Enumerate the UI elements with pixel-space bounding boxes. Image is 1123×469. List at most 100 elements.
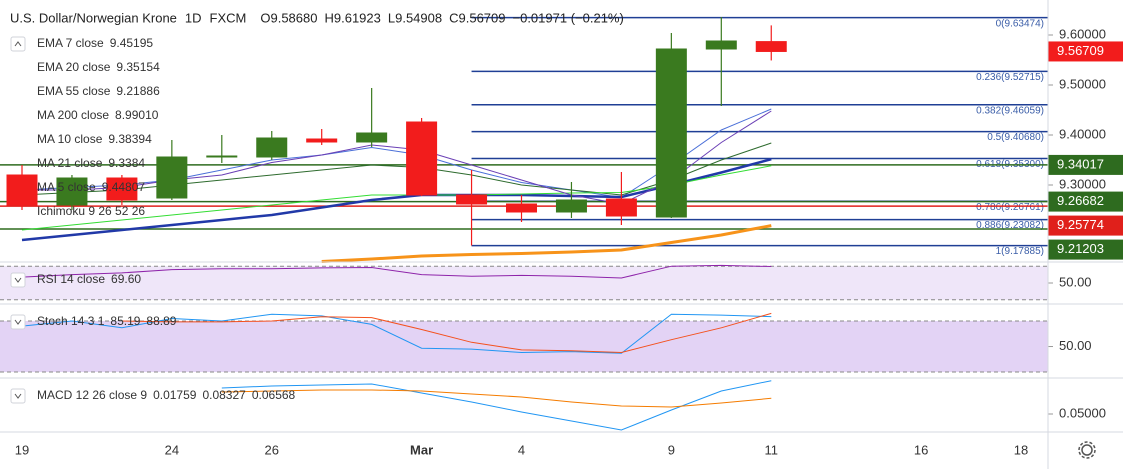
legend-value: 9.44807 [102, 180, 146, 194]
indicator-line [221, 389, 772, 408]
fib-label: 0.786(9.26761) [976, 202, 1044, 213]
collapse-button[interactable] [10, 272, 26, 288]
y-tick-label: 9.50000 [1059, 76, 1106, 91]
header-text: C9.56709 [449, 10, 505, 25]
chevron [14, 277, 22, 283]
legend-value: 88.89 [146, 314, 176, 328]
header-text: 1D [185, 10, 202, 25]
candle-body [256, 137, 288, 158]
price-tag [1048, 191, 1123, 212]
indicator-line [321, 224, 772, 263]
x-tick-label: Mar [410, 442, 433, 457]
candle-body [306, 138, 338, 143]
x-tick-label: 4 [518, 442, 525, 457]
header-text: FXCM [210, 10, 247, 25]
legend-value: 8.99010 [115, 108, 159, 122]
x-tick-label: 18 [1014, 442, 1028, 457]
indicator-line [21, 157, 772, 242]
price-tag-label: 9.26682 [1057, 193, 1104, 208]
band-fill [0, 321, 1048, 373]
price-tag [1048, 215, 1123, 236]
x-tick-label: 19 [15, 442, 29, 457]
legend-value: 9.45195 [110, 36, 154, 50]
x-tick-label: 26 [265, 442, 279, 457]
candle-body [356, 132, 388, 143]
x-tick-label: 11 [765, 442, 779, 457]
price-tag [1048, 41, 1123, 62]
candle-body [555, 199, 587, 213]
candle-body [755, 41, 787, 52]
candle-body [605, 198, 637, 217]
indicator-line [121, 312, 772, 354]
legend-name: MA 200 close [37, 108, 109, 122]
candle-body [206, 155, 238, 158]
band-fill [0, 266, 1048, 300]
chevron [14, 393, 22, 399]
chevron [14, 41, 22, 47]
price-tag-label: 9.21203 [1057, 241, 1104, 256]
legend-value: 9.38394 [108, 132, 152, 146]
header-text: H9.61923 [324, 10, 380, 25]
pane-title: RSI 14 close [37, 272, 105, 286]
legend-value: 9.35154 [116, 60, 160, 74]
indicator-line [21, 264, 772, 279]
indicator-line [21, 108, 772, 199]
indicator-line [21, 313, 772, 354]
y-tick-label: 9.30000 [1059, 176, 1106, 191]
fib-label: 1(9.17885) [996, 246, 1044, 257]
candle-body [406, 121, 438, 196]
legend-value: 0.08327 [202, 388, 246, 402]
fib-label: 0.5(9.40680) [987, 132, 1044, 143]
settings-icon[interactable] [1078, 441, 1096, 459]
price-tag [1048, 154, 1123, 175]
indicator-line [21, 142, 772, 196]
y-tick-label: 50.00 [1059, 274, 1092, 289]
legend-value: 85.19 [110, 314, 140, 328]
legend-name: MA 10 close [37, 132, 103, 146]
candle-body [506, 203, 537, 213]
header-text: O9.58680 [260, 10, 317, 25]
price-tag-label: 9.34017 [1057, 156, 1104, 171]
y-tick-label: 50.00 [1059, 338, 1092, 353]
collapse-button[interactable] [10, 36, 26, 52]
legend-name: MA 21 close [37, 156, 103, 170]
plot-layer: 0(9.63474) 0.236(9.52715) 0.382(9.46059) 0.… [0, 10, 1123, 457]
header-text: −0.01971 (−0.21%) [513, 10, 624, 25]
chevron [14, 319, 22, 325]
legend-value: 9.21886 [116, 84, 160, 98]
candle-body [456, 194, 488, 205]
candle-body [56, 177, 88, 206]
fib-label: 0.382(9.46059) [976, 105, 1044, 116]
y-tick-label: 9.60000 [1059, 26, 1106, 41]
legend-name: EMA 55 close [37, 84, 111, 98]
collapse-button[interactable] [10, 314, 26, 330]
indicator-line [21, 165, 772, 231]
candle-body [156, 156, 188, 199]
x-tick-label: 16 [914, 442, 928, 457]
candle-body [655, 48, 687, 218]
collapse-button[interactable] [10, 388, 26, 404]
fib-label: 0.886(9.23082) [976, 220, 1044, 231]
indicator-line [22, 110, 772, 205]
candle-body [106, 177, 138, 201]
header-text: L9.54908 [388, 10, 442, 25]
y-tick-label: 0.05000 [1059, 405, 1106, 420]
price-tag [1048, 239, 1123, 260]
pane-title: MACD 12 26 close 9 [37, 388, 147, 402]
candle-body [6, 174, 38, 206]
legend-name: Ichimoku 9 26 52 26 [37, 204, 145, 218]
legend-value: 0.06568 [252, 388, 296, 402]
y-tick-label: 9.40000 [1059, 126, 1106, 141]
pane-title: Stoch 14 3 1 [37, 314, 105, 328]
x-tick-label: 9 [668, 442, 675, 457]
legend-name: EMA 7 close [37, 36, 104, 50]
fib-label: 0(9.63474) [996, 18, 1044, 29]
legend-name: MA 5 close [37, 180, 96, 194]
legend-value: 0.01759 [153, 388, 197, 402]
legend-value: 9.3384 [108, 156, 145, 170]
fib-label: 0.236(9.52715) [976, 72, 1044, 83]
x-tick-label: 24 [165, 442, 179, 457]
legend-value: 69.60 [111, 272, 141, 286]
